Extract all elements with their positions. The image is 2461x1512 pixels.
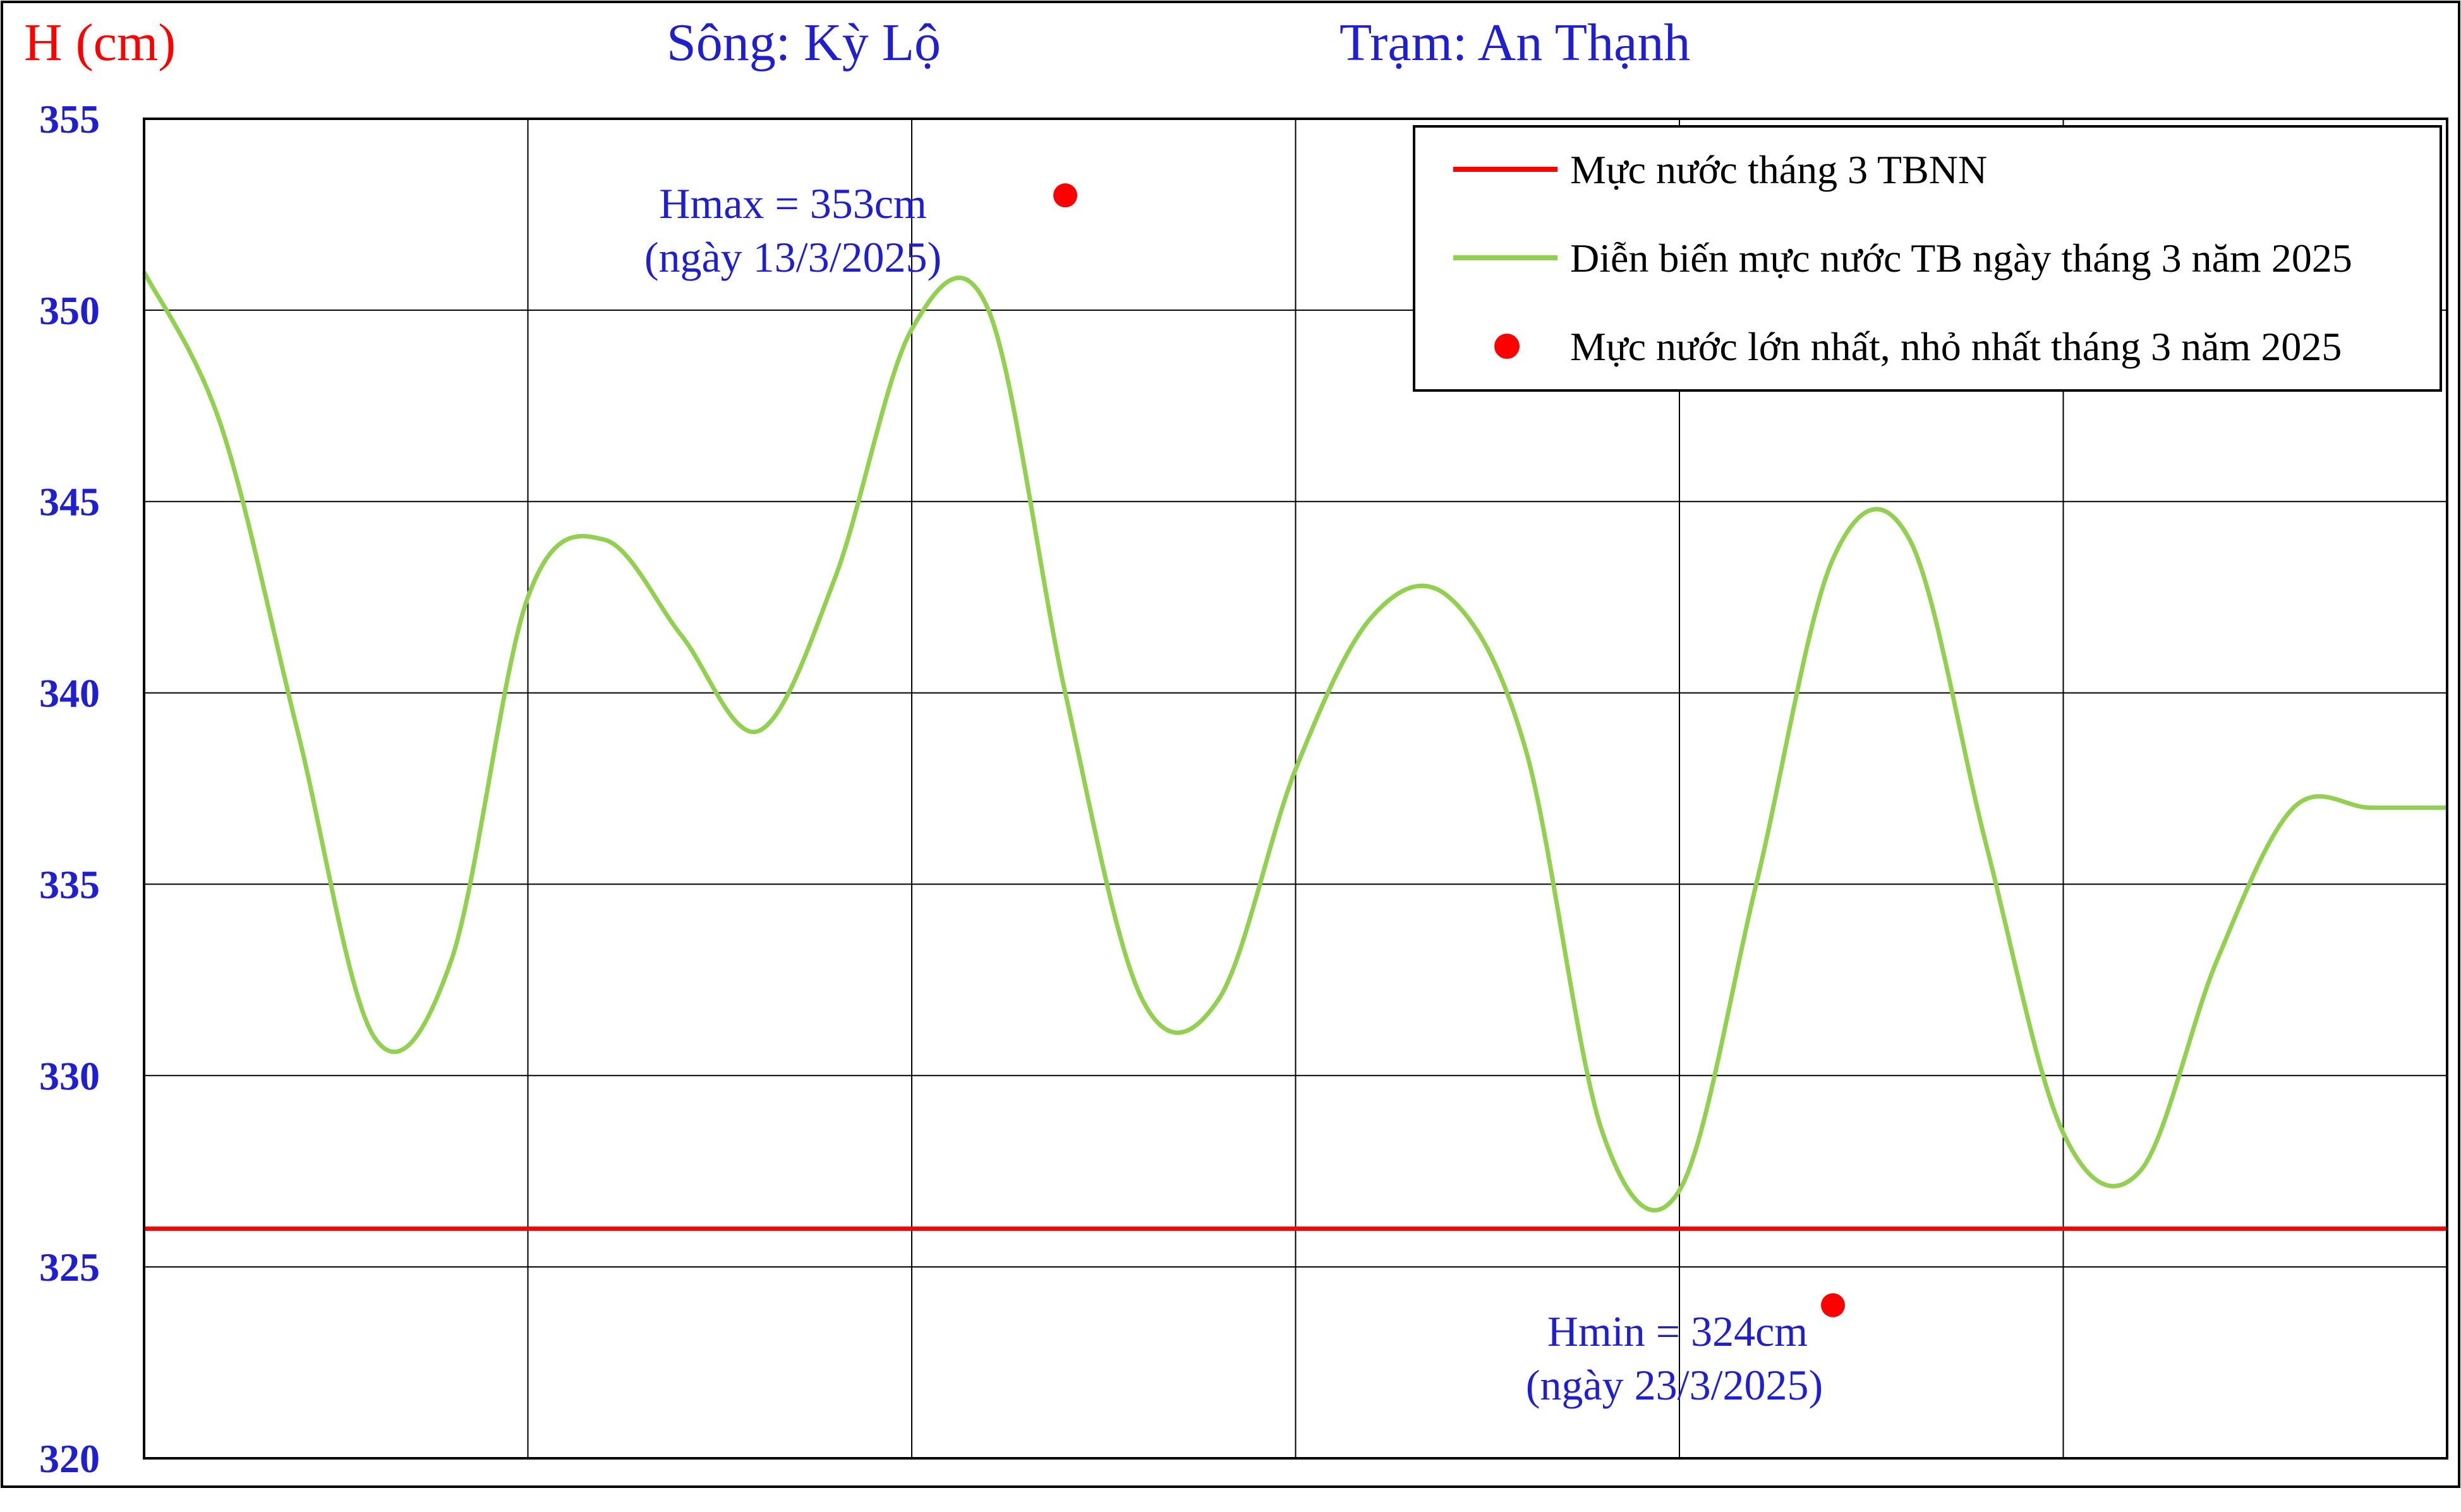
legend: Mực nước tháng 3 TBNN Diễn biến mực nước… <box>1413 125 2442 392</box>
y-tick-label-3: 335 <box>39 862 100 907</box>
daily-level-line <box>142 270 2447 1213</box>
y-tick-label-1: 325 <box>39 1245 100 1290</box>
y-tick-label-0: 320 <box>39 1436 100 1481</box>
y-tick-label-4: 340 <box>39 671 100 716</box>
hmax-date: (ngày 13/3/2025) <box>644 233 941 281</box>
hmax-point <box>1053 183 1077 208</box>
hmin-label: Hmin = 324cm <box>1547 1307 1808 1355</box>
y-axis-title: H (cm) <box>24 13 176 72</box>
station-label: Trạm: An Thạnh <box>1339 13 1690 72</box>
plot-area <box>143 118 2448 1460</box>
legend-label-extreme: Mực nước lớn nhất, nhỏ nhất tháng 3 năm … <box>1570 324 2342 369</box>
legend-label-daily: Diễn biến mực nước TB ngày tháng 3 năm 2… <box>1570 236 2352 281</box>
series-area <box>142 183 2447 1317</box>
legend-box <box>1413 125 2442 392</box>
y-tick-label-7: 355 <box>39 97 100 142</box>
legend-label-avg: Mực nước tháng 3 TBNN <box>1570 147 1987 192</box>
y-tick-labels: 320 325 330 335 340 345 350 355 <box>39 97 100 1481</box>
y-tick-label-2: 330 <box>39 1053 100 1098</box>
hmin-date: (ngày 23/3/2025) <box>1526 1361 1823 1409</box>
river-label: Sông: Kỳ Lộ <box>667 13 941 72</box>
hmin-annotation: Hmin = 324cm (ngày 23/3/2025) <box>1526 1307 1823 1409</box>
hmin-point <box>1821 1293 1845 1317</box>
y-tick-label-5: 345 <box>39 480 100 524</box>
legend-swatch-extreme-point <box>1494 334 1520 359</box>
hmax-label: Hmax = 353cm <box>659 179 927 227</box>
hmax-annotation: Hmax = 353cm (ngày 13/3/2025) <box>644 179 941 281</box>
y-tick-label-6: 350 <box>39 288 100 333</box>
